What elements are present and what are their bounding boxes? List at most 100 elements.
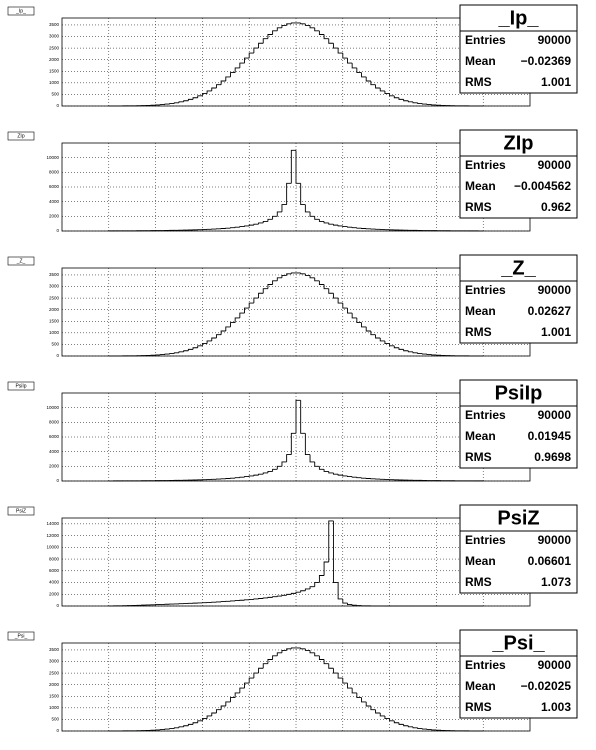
stats-value: 90000 (538, 158, 572, 172)
histogram-bin (286, 273, 292, 276)
histogram-bin (347, 58, 353, 64)
histogram-bin (239, 312, 245, 318)
stats-value: 1.003 (541, 700, 571, 714)
histogram-bin (417, 727, 423, 729)
y-tick-label: 2500 (49, 670, 60, 675)
histogram-bin (375, 334, 381, 339)
histogram-bin (239, 476, 245, 478)
histogram-bin (276, 277, 282, 281)
histogram-bin (337, 298, 343, 304)
stats-value: 0.06601 (528, 554, 572, 568)
histogram-bin (304, 23, 311, 26)
histogram-bin (197, 345, 203, 348)
stats-box (459, 629, 578, 719)
histogram-bin (384, 715, 390, 720)
histogram-bin (211, 712, 217, 716)
histogram-bin (276, 211, 282, 217)
histogram-bin (323, 469, 329, 472)
histogram-bin (347, 226, 353, 228)
histogram-bin (365, 701, 371, 707)
histogram-bin (267, 659, 273, 664)
histogram-bin (379, 713, 385, 717)
y-tick-label: 2500 (49, 295, 60, 300)
histogram-bin (192, 97, 198, 100)
histogram-bin (407, 100, 413, 103)
stats-label: RMS (465, 450, 492, 464)
stats-value: 0.9698 (534, 450, 571, 464)
histogram-bin (290, 22, 296, 24)
histogram-bin (323, 284, 329, 290)
histogram-bin (234, 317, 240, 323)
pad-label-box (7, 256, 35, 266)
histogram-bin (239, 62, 245, 68)
histogram-bin (201, 93, 208, 96)
stats-value: 90000 (538, 408, 572, 422)
y-tick-label: 4000 (49, 449, 60, 454)
y-tick-label: 0 (56, 228, 59, 233)
histogram-bin (332, 472, 339, 475)
histogram-bin (417, 102, 423, 104)
histogram-bin (304, 433, 311, 456)
histogram-bin (267, 218, 273, 222)
histogram-bin (262, 221, 268, 223)
histogram-bin (347, 475, 353, 478)
histogram-bin (421, 353, 428, 355)
histogram-bin (206, 715, 212, 719)
histogram-bin (365, 326, 371, 332)
histogram-bin (169, 353, 175, 355)
pad-label: _Ip_ (15, 8, 26, 14)
histogram-bin (281, 204, 287, 212)
stats-label: Entries (465, 158, 506, 172)
y-tick-label: 0 (56, 603, 59, 608)
stats-value: −0.02025 (521, 679, 572, 693)
histogram-bin (328, 222, 334, 225)
stats-value: 0.02627 (528, 304, 572, 318)
histogram-bin (356, 692, 362, 699)
histogram-bin (323, 34, 329, 40)
histogram-bin (290, 647, 296, 649)
histogram-bin (314, 277, 320, 282)
histogram-bin (393, 720, 399, 724)
histogram-bin (225, 701, 231, 706)
y-tick-label: 500 (51, 717, 59, 722)
pad-label: PsiIp (15, 383, 26, 389)
histogram-bin (342, 678, 348, 684)
histogram-bin (286, 182, 292, 205)
stats-label: Entries (465, 533, 506, 547)
histogram-bin (244, 57, 250, 64)
histogram-bin (342, 225, 348, 228)
histogram-bin (206, 90, 212, 94)
histogram-bin (215, 84, 222, 89)
histogram-bin (276, 595, 282, 597)
histogram-bin (234, 67, 240, 73)
y-tick-label: 1500 (49, 68, 60, 73)
histogram-bin (304, 588, 311, 591)
histogram-bin (309, 275, 315, 279)
histogram-bin (295, 591, 301, 594)
histogram-bin (290, 149, 296, 184)
stats-title: _Psi_ (491, 632, 545, 654)
stats-label: RMS (465, 575, 492, 589)
histogram-bin (192, 722, 198, 725)
histogram-bin (276, 652, 282, 656)
histogram-bin (403, 99, 409, 102)
stats-title: ZIp (504, 132, 534, 154)
plot-frame (61, 642, 531, 732)
histogram-bin (398, 97, 404, 100)
histogram-bin (314, 216, 320, 220)
histogram-bin (220, 705, 226, 710)
histogram-bin (244, 682, 250, 689)
stats-label: Mean (465, 554, 496, 568)
histogram-bin (178, 351, 184, 353)
stats-value: −0.02369 (521, 54, 572, 68)
histogram-bin (267, 471, 273, 473)
pad-label: PsiZ (16, 508, 26, 514)
stats-box (459, 254, 578, 344)
y-tick-label: 500 (51, 92, 59, 97)
histogram-bin (248, 302, 254, 309)
stats-value: 90000 (538, 283, 572, 297)
histogram-bin (309, 25, 315, 29)
y-tick-label: 0 (56, 478, 59, 483)
histogram-bin (361, 72, 367, 78)
stats-label: RMS (465, 200, 492, 214)
